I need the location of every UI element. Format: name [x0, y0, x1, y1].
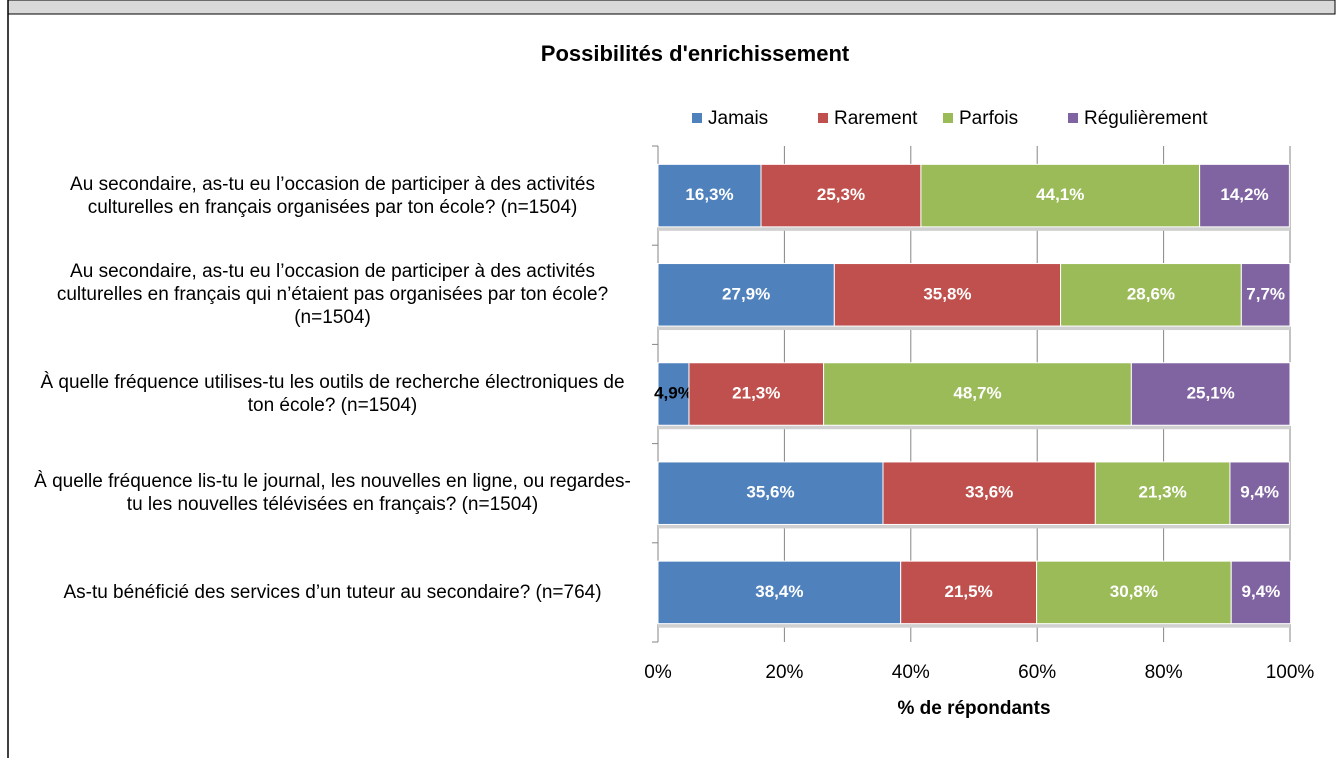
- data-label: 44,1%: [1036, 185, 1084, 204]
- legend-label: Régulièrement: [1084, 108, 1208, 129]
- legend-label: Parfois: [959, 108, 1018, 129]
- x-tick-label: 100%: [1266, 662, 1315, 683]
- bar-shadow: [658, 425, 1290, 430]
- bar-shadow: [658, 226, 1290, 231]
- bar-segment: [823, 362, 1132, 426]
- data-label: 38,4%: [755, 582, 803, 601]
- bar-segment: [1060, 263, 1242, 327]
- data-label: 30,8%: [1110, 582, 1158, 601]
- category-text: Au secondaire, as-tu eu l’occasion de pa…: [70, 173, 595, 218]
- x-tick-label: 80%: [1145, 662, 1183, 683]
- data-label: 48,7%: [953, 383, 1001, 402]
- category-text: As-tu bénéficié des services d’un tuteur…: [63, 581, 602, 603]
- bar-segment: [882, 461, 1096, 525]
- bar-segment: [688, 362, 825, 426]
- x-tick-label: 60%: [1018, 662, 1056, 683]
- data-label: 25,1%: [1187, 383, 1235, 402]
- category-text: À quelle fréquence utilises-tu les outil…: [40, 371, 625, 416]
- header-strip: [7, 0, 1336, 15]
- bar-segment: [1036, 560, 1232, 625]
- bar-segment: [1130, 362, 1291, 426]
- data-label: 21,3%: [732, 383, 780, 402]
- bar-shadow: [658, 524, 1290, 529]
- bar-segment: [1199, 163, 1290, 228]
- data-label: 35,8%: [923, 284, 971, 303]
- data-label: 4,9%: [654, 383, 693, 402]
- data-label: 7,7%: [1246, 284, 1285, 303]
- bar-segment: [920, 163, 1201, 228]
- bar-segment: [1230, 560, 1292, 625]
- bar-segment: [657, 560, 902, 625]
- category-text: Au secondaire, as-tu eu l’occasion de pa…: [56, 261, 609, 329]
- data-label: 14,2%: [1220, 185, 1268, 204]
- bar-segment: [900, 560, 1038, 625]
- x-axis-label: % de répondants: [897, 698, 1050, 719]
- legend-swatch: [818, 113, 828, 123]
- bar-segment: [657, 163, 762, 228]
- chart-title: Possibilités d'enrichissement: [541, 41, 850, 66]
- data-label: 33,6%: [965, 483, 1013, 502]
- data-label: 25,3%: [817, 185, 865, 204]
- bar-segment: [1240, 263, 1291, 327]
- category-label: Au secondaire, as-tu eu l’occasion de pa…: [20, 146, 645, 245]
- bar-segment: [1094, 461, 1231, 525]
- data-label: 16,3%: [685, 185, 733, 204]
- category-label: Au secondaire, as-tu eu l’occasion de pa…: [20, 245, 645, 344]
- legend-label: Jamais: [708, 108, 768, 129]
- category-label: À quelle fréquence lis-tu le journal, le…: [20, 444, 645, 543]
- bar-segment: [760, 163, 922, 228]
- data-label: 35,6%: [746, 483, 794, 502]
- category-label: As-tu bénéficié des services d’un tuteur…: [20, 543, 645, 642]
- bar-shadow: [658, 326, 1290, 331]
- x-tick-label: 0%: [644, 662, 672, 683]
- data-label: 9,4%: [1240, 483, 1279, 502]
- bar-segment: [657, 263, 835, 327]
- data-label: 21,5%: [945, 582, 993, 601]
- category-text: À quelle fréquence lis-tu le journal, le…: [34, 471, 631, 516]
- bar-segment: [1229, 461, 1290, 525]
- data-label: 21,3%: [1139, 483, 1187, 502]
- x-tick-label: 20%: [765, 662, 803, 683]
- legend-swatch: [1068, 113, 1078, 123]
- bar-shadow: [658, 623, 1290, 628]
- data-label: 9,4%: [1242, 582, 1281, 601]
- category-label: À quelle fréquence utilises-tu les outil…: [20, 344, 645, 443]
- bar-segment: [657, 461, 884, 525]
- data-label: 28,6%: [1127, 284, 1175, 303]
- legend-swatch: [943, 113, 953, 123]
- legend-label: Rarement: [834, 108, 918, 129]
- legend-swatch: [692, 113, 702, 123]
- x-tick-label: 40%: [892, 662, 930, 683]
- bar-segment: [833, 263, 1062, 327]
- data-label: 27,9%: [722, 284, 770, 303]
